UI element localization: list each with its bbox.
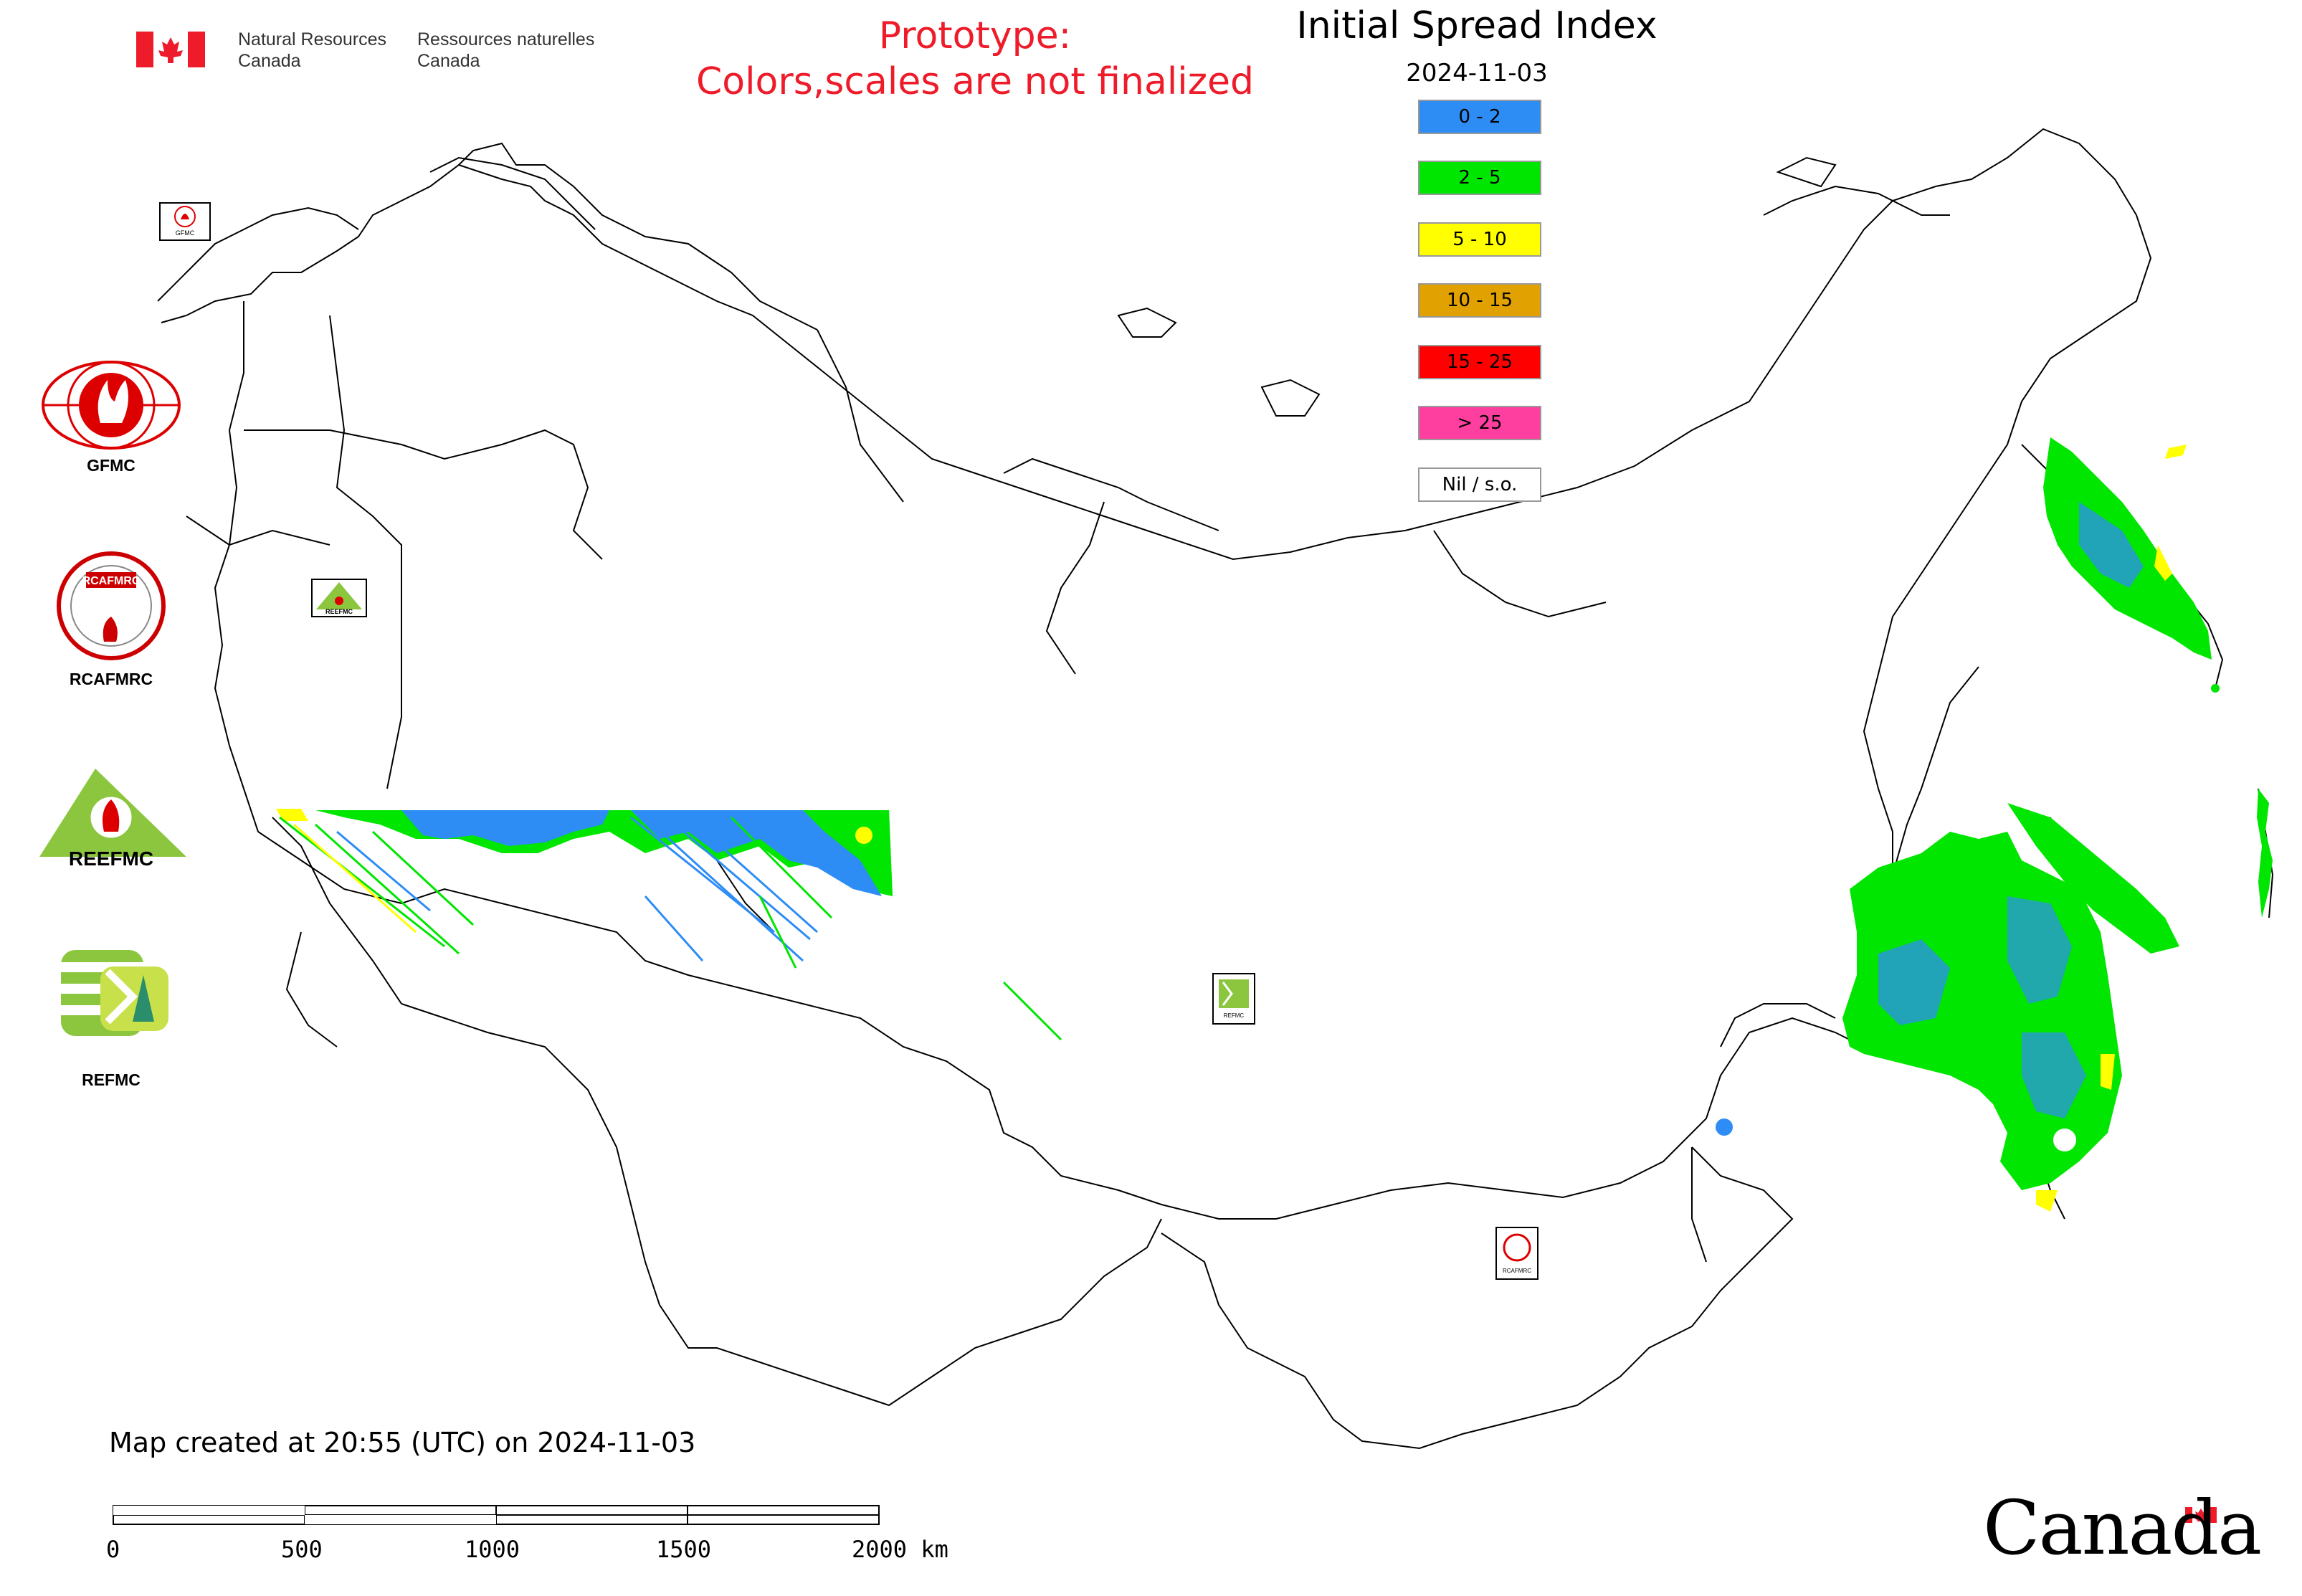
dept-fr-line2: Canada [417,51,480,71]
prototype-line2: Colors,scales are not finalized [695,60,1255,103]
rcafmrc-map-marker [1495,1227,1538,1280]
legend-label: > 25 [1457,412,1503,434]
coastlines-and-borders [157,128,2274,1450]
dept-en-line1: Natural Resources [238,29,387,49]
reefmc-logo-text: REEFMC [69,847,153,870]
legend-label: 5 - 10 [1452,229,1507,250]
refmc-label: REFMC [82,1070,141,1089]
scale-tick-1500: 1500 [656,1536,712,1563]
legend-label: 15 - 25 [1446,351,1513,373]
dept-name-en: Natural Resources Canada [238,29,386,72]
legend-label: Nil / s.o. [1442,474,1518,495]
reefmc-marker-caption: REEFMC [325,608,353,615]
legend-item-nil: Nil / s.o. [1418,467,1541,502]
legend-label: 10 - 15 [1446,290,1513,311]
scale-tick-500: 500 [281,1536,323,1563]
map-title: Initial Spread Index [1296,4,1657,47]
refmc-marker-caption: REFMC [1223,1012,1245,1019]
scale-bar [113,1505,880,1525]
gfmc-label: GFMC [87,456,135,475]
map-created-text: Map created at 20:55 (UTC) on 2024-11-03 [109,1427,696,1458]
canada-wordmark: Canada [1983,1484,2262,1572]
prototype-line1: Prototype: [878,14,1072,57]
canada-wordmark-flag-icon [2185,1507,2217,1523]
legend-item-0-2: 0 - 2 [1418,100,1541,134]
map-date: 2024-11-03 [1406,59,1548,87]
isi-data-layer [276,437,2273,1212]
gfmc-logo [42,361,181,450]
legend-label: 0 - 2 [1458,106,1501,128]
dept-fr-line1: Ressources naturelles [417,29,595,49]
rcafmrc-label: RCAFMRC [69,670,153,688]
legend-item-15-25: 15 - 25 [1418,345,1541,379]
dept-en-line2: Canada [238,51,301,71]
refmc-logo [61,950,168,1036]
legend-label: 2 - 5 [1458,167,1501,189]
legend-item-gt-25: > 25 [1418,406,1541,440]
rcafmrc-ring-text: RCAFMRC [82,575,141,587]
legend-item-5-10: 5 - 10 [1418,222,1541,257]
gfmc-marker-caption: GFMC [175,229,195,237]
canada-flag-icon [136,32,205,67]
reefmc-logo: REEFMC [39,769,186,870]
gfmc-map-marker [159,202,211,241]
prototype-notice: Prototype: Colors,scales are not finaliz… [645,13,1305,105]
rcafmrc-logo: RCAFMRC [57,551,166,660]
refmc-map-marker [1212,973,1255,1025]
reefmc-map-marker [311,579,367,617]
scale-tick-2000: 2000 km [852,1536,948,1563]
scale-tick-1000: 1000 [465,1536,520,1563]
legend-item-10-15: 10 - 15 [1418,283,1541,318]
dept-name-fr: Ressources naturelles Canada [417,29,594,72]
rcafmrc-marker-caption: RCAFMRC [1503,1268,1531,1274]
legend-item-2-5: 2 - 5 [1418,161,1541,195]
scale-tick-0: 0 [106,1536,120,1563]
